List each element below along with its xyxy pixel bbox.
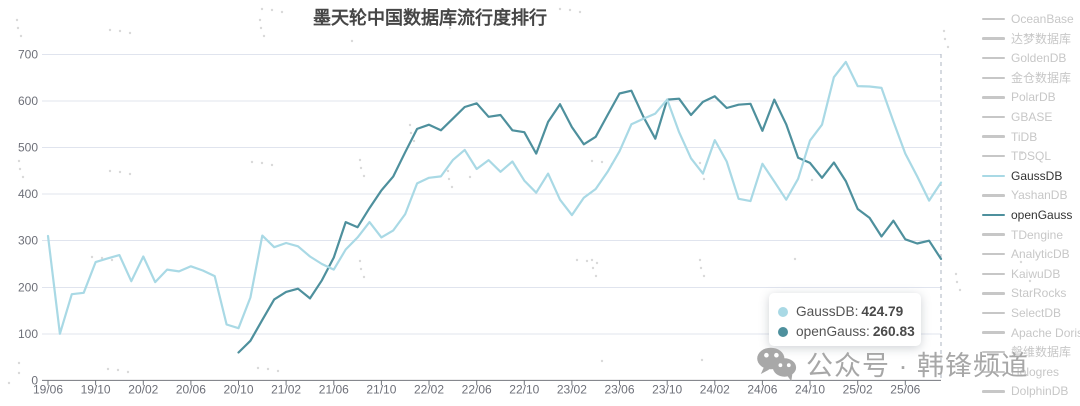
svg-text:24/10: 24/10 — [795, 383, 825, 397]
svg-text:600: 600 — [18, 94, 38, 108]
svg-text:20/06: 20/06 — [176, 383, 206, 397]
svg-text:25/02: 25/02 — [843, 383, 873, 397]
svg-text:22/06: 22/06 — [462, 383, 492, 397]
svg-text:22/10: 22/10 — [509, 383, 539, 397]
svg-text:400: 400 — [18, 187, 38, 201]
svg-text:23/02: 23/02 — [557, 383, 587, 397]
svg-text:24/06: 24/06 — [747, 383, 777, 397]
svg-text:100: 100 — [18, 327, 38, 341]
svg-text:25/06: 25/06 — [890, 383, 920, 397]
svg-text:0: 0 — [31, 373, 38, 387]
svg-text:24/02: 24/02 — [700, 383, 730, 397]
svg-text:23/10: 23/10 — [652, 383, 682, 397]
svg-text:20/02: 20/02 — [128, 383, 158, 397]
svg-text:300: 300 — [18, 234, 38, 248]
svg-text:22/02: 22/02 — [414, 383, 444, 397]
svg-text:200: 200 — [18, 280, 38, 294]
svg-text:19/10: 19/10 — [81, 383, 111, 397]
svg-text:23/06: 23/06 — [604, 383, 634, 397]
svg-text:21/10: 21/10 — [366, 383, 396, 397]
svg-text:700: 700 — [18, 47, 38, 61]
svg-text:21/06: 21/06 — [319, 383, 349, 397]
svg-text:20/10: 20/10 — [223, 383, 253, 397]
svg-text:19/06: 19/06 — [33, 383, 63, 397]
svg-text:500: 500 — [18, 141, 38, 155]
svg-text:21/02: 21/02 — [271, 383, 301, 397]
